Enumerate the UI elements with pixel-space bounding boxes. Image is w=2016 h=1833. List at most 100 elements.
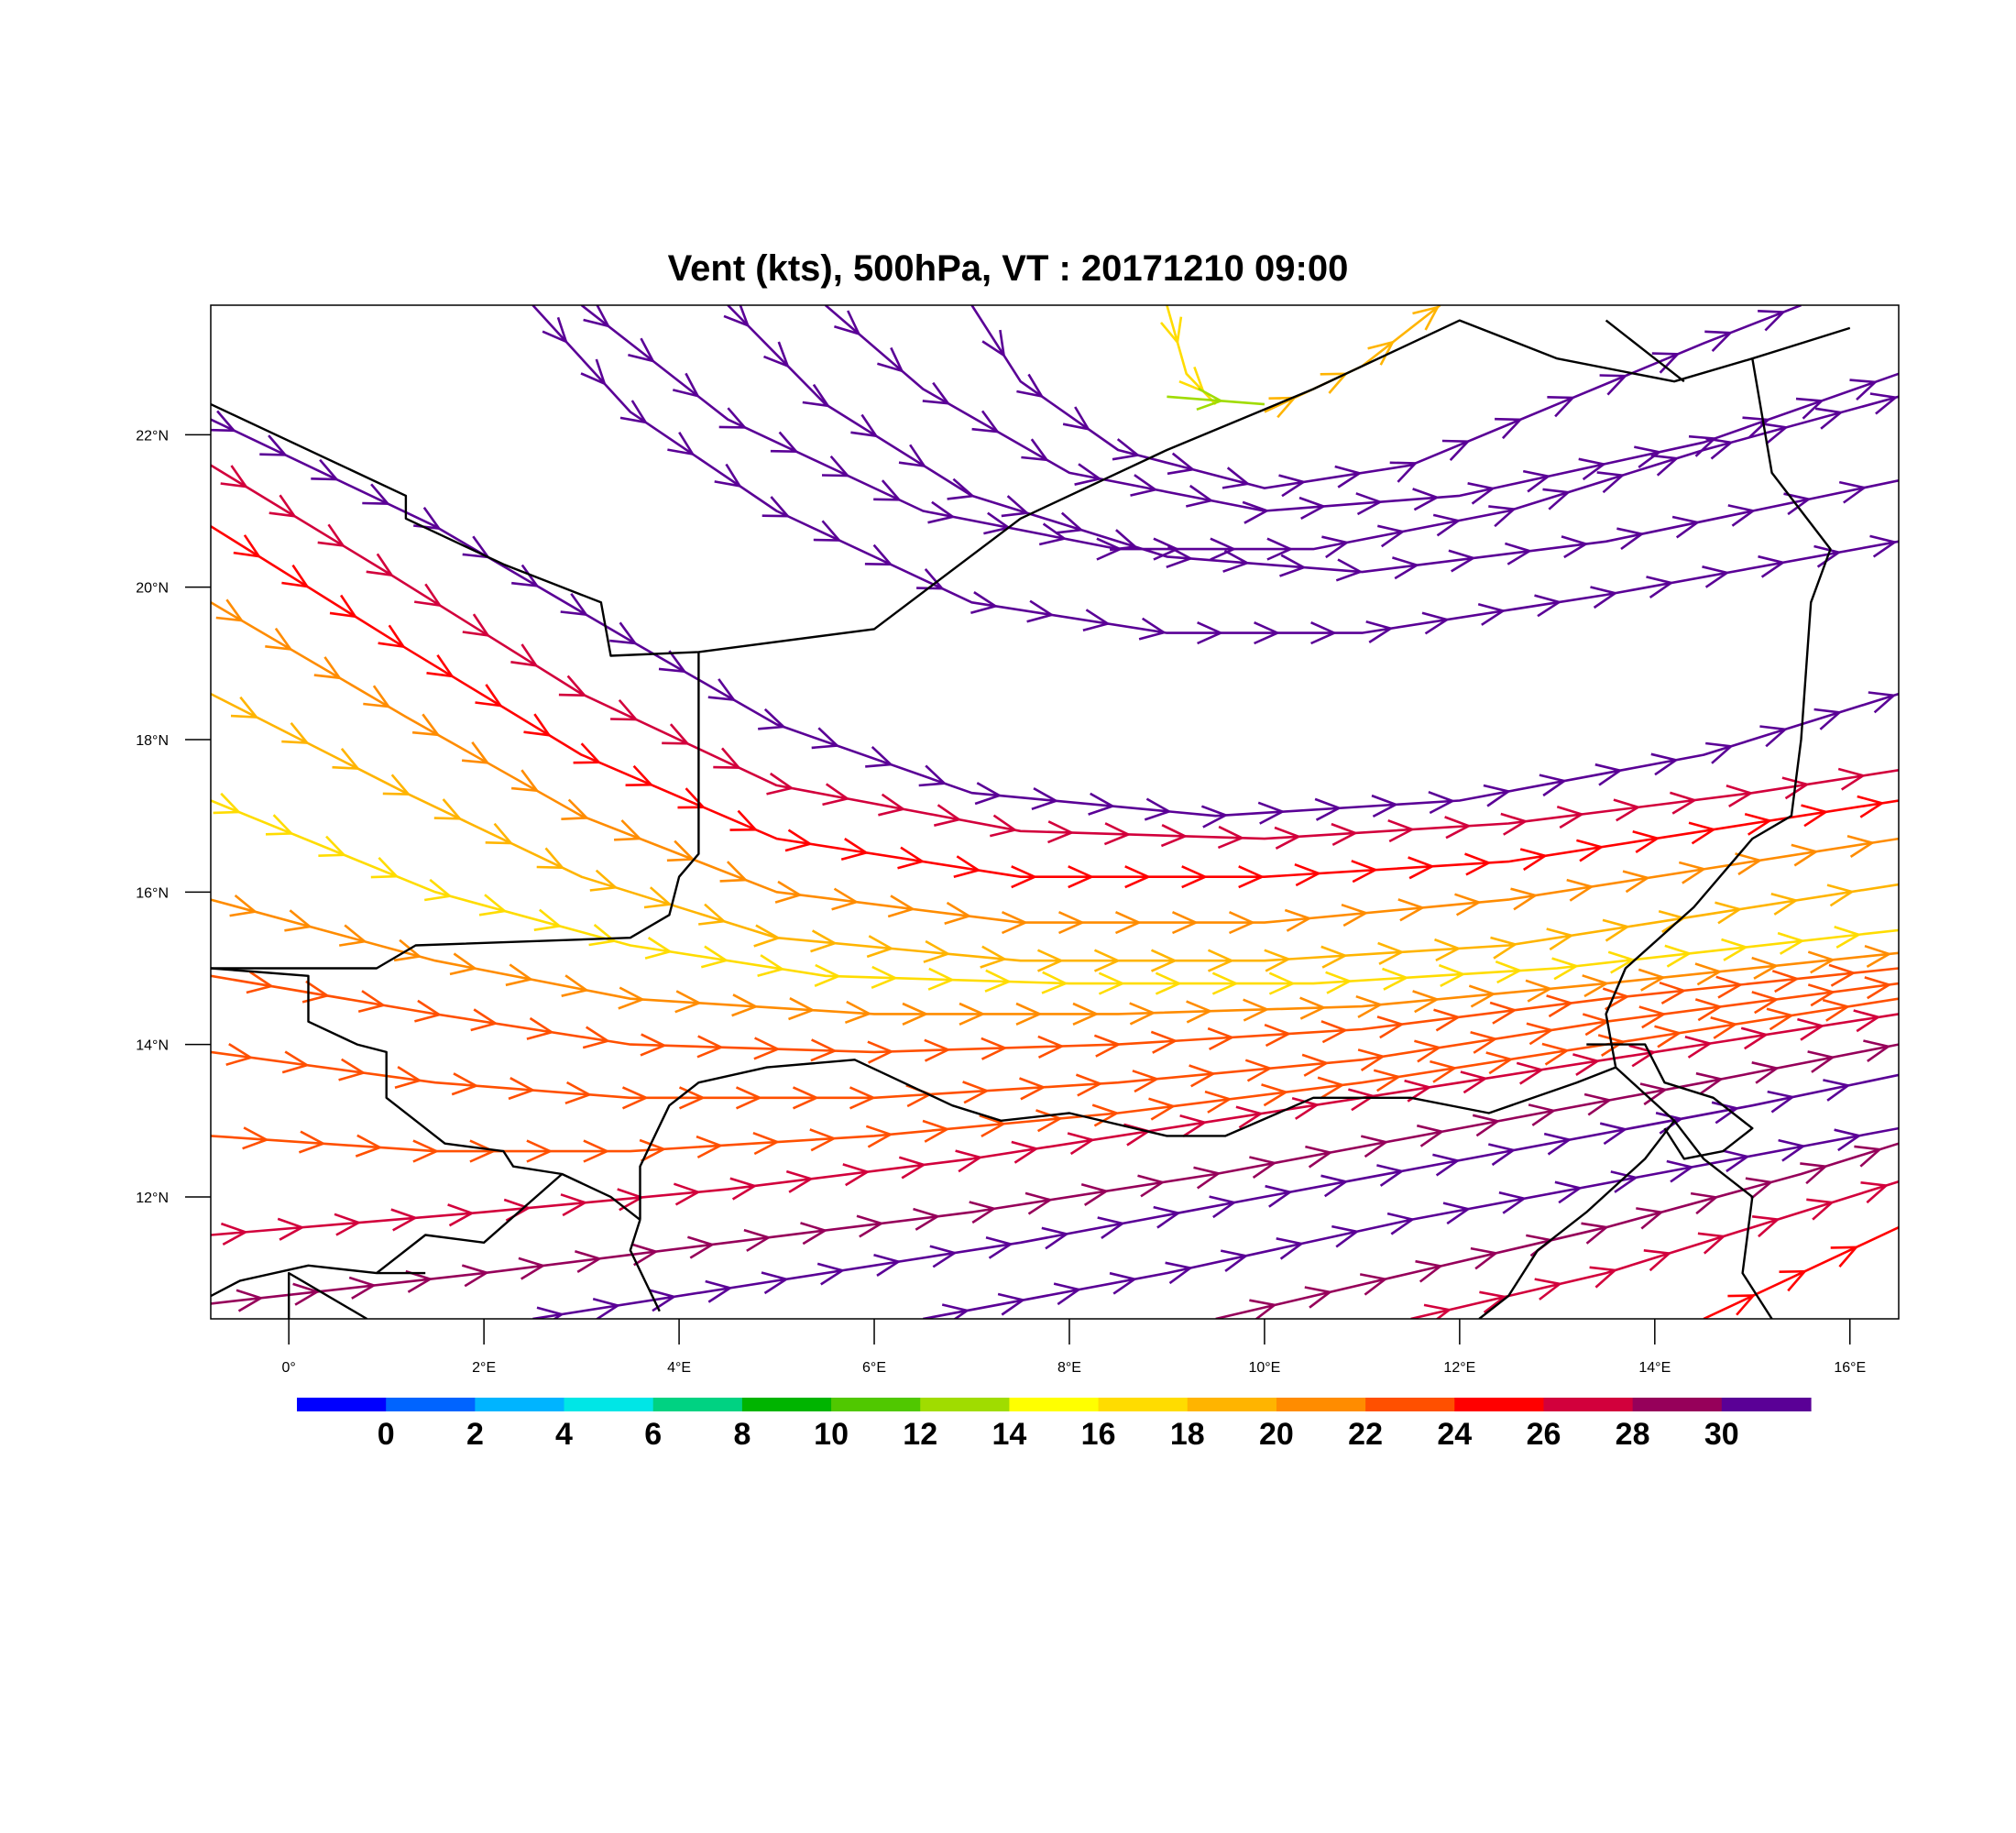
wind-arrow <box>1428 790 1456 815</box>
wind-arrow <box>575 1249 603 1274</box>
wind-arrow <box>953 855 981 879</box>
x-tick-label: 16°E <box>1834 1360 1866 1376</box>
wind-arrow <box>822 783 850 807</box>
streamline <box>580 305 1899 561</box>
wind-arrow <box>723 305 751 328</box>
wind-arrow <box>667 432 696 456</box>
wind-arrow <box>1766 1007 1795 1031</box>
streamline-path <box>532 1073 1899 1319</box>
wind-arrow <box>1646 576 1674 598</box>
streamline-path <box>580 305 1899 551</box>
wind-arrow <box>1186 484 1214 508</box>
wind-arrow <box>1442 1202 1472 1225</box>
wind-arrow <box>1826 884 1856 907</box>
colorbar-label: 28 <box>1616 1417 1650 1452</box>
wind-arrow <box>357 990 387 1013</box>
wind-arrow <box>414 583 443 608</box>
wind-arrow <box>1304 1286 1333 1309</box>
wind-arrow <box>1561 535 1589 559</box>
wind-arrow <box>1082 609 1112 632</box>
wind-arrow <box>761 496 791 518</box>
wind-arrow <box>873 479 903 501</box>
streamline <box>211 894 1899 1026</box>
wind-arrow <box>1485 1051 1514 1075</box>
wind-arrow <box>774 880 804 904</box>
x-tick-label: 8°E <box>1057 1360 1081 1376</box>
wind-arrow <box>677 787 707 809</box>
wind-arrow <box>370 857 400 879</box>
wind-arrow <box>1528 1103 1557 1126</box>
wind-arrow <box>1197 621 1224 645</box>
wind-arrow <box>628 337 656 363</box>
wind-arrow <box>959 1002 986 1026</box>
wind-arrow <box>1526 1022 1555 1046</box>
wind-arrow <box>714 463 742 488</box>
wind-arrow <box>1150 1030 1178 1054</box>
wind-arrow <box>284 909 313 932</box>
wind-arrow <box>589 869 619 892</box>
plot-frame <box>210 304 1900 1320</box>
border-lake-chad-shore <box>1586 1043 1754 1160</box>
wind-arrow <box>1721 938 1749 961</box>
wind-arrow <box>533 908 563 931</box>
wind-arrow <box>1264 1023 1292 1048</box>
wind-arrow <box>1632 830 1660 853</box>
wind-arrow <box>1160 316 1183 346</box>
wind-arrow <box>1543 1132 1572 1156</box>
wind-arrow <box>561 798 590 820</box>
wind-arrow <box>1053 1282 1082 1306</box>
wind-arrow <box>1864 944 1892 969</box>
wind-arrow <box>1412 488 1441 511</box>
wind-arrow <box>1863 1039 1891 1062</box>
wind-arrow <box>1404 1079 1432 1103</box>
wind-arrow <box>1602 918 1631 942</box>
wind-arrow <box>1554 1180 1583 1204</box>
wind-arrow <box>449 952 478 976</box>
wind-arrow <box>1806 1198 1835 1221</box>
wind-arrow <box>813 520 842 542</box>
streamline <box>211 525 1899 889</box>
wind-arrow <box>1276 1237 1305 1260</box>
wind-arrow <box>1320 945 1349 969</box>
wind-arrow <box>617 1188 645 1212</box>
wind-arrow <box>1578 457 1607 481</box>
wind-arrow <box>1138 617 1167 641</box>
wind-arrow <box>913 1207 941 1231</box>
wind-arrow <box>1041 971 1069 994</box>
wind-arrow <box>1590 586 1618 609</box>
wind-arrow <box>1800 1162 1829 1185</box>
wind-arrow <box>478 894 508 916</box>
wind-arrow <box>941 1303 970 1319</box>
streamline-path <box>211 799 1899 985</box>
wind-arrow <box>582 1026 611 1049</box>
wind-arrow <box>1695 1071 1725 1095</box>
wind-arrow <box>922 1119 950 1143</box>
wind-arrow <box>997 1292 1026 1316</box>
wind-arrow <box>1430 1059 1458 1083</box>
colorbar-swatch <box>564 1398 654 1411</box>
wind-arrow <box>619 400 649 424</box>
colorbar-swatch <box>1543 1398 1634 1411</box>
wind-arrow <box>1026 599 1055 623</box>
wind-arrow <box>332 747 361 771</box>
y-tick-label: 22°N <box>136 428 169 444</box>
wind-arrow <box>1638 1005 1667 1029</box>
wind-arrow <box>918 764 948 787</box>
wind-arrow <box>831 887 860 911</box>
wind-arrow <box>1268 971 1297 995</box>
wind-arrow <box>1751 991 1780 1015</box>
wind-arrow <box>969 1201 997 1224</box>
wind-arrow <box>1021 438 1050 462</box>
wind-arrow <box>1325 971 1353 994</box>
wind-arrow <box>536 847 565 870</box>
wind-arrow <box>1745 1177 1774 1200</box>
wind-arrow <box>1035 1109 1064 1133</box>
wind-arrow <box>338 1058 367 1081</box>
wind-arrow <box>424 878 453 902</box>
streamline <box>970 305 1802 498</box>
wind-arrow <box>1365 620 1394 643</box>
wind-arrow <box>1320 1174 1349 1198</box>
wind-arrow <box>1360 1135 1389 1158</box>
wind-arrow <box>1416 1124 1445 1147</box>
wind-arrow <box>1566 878 1594 902</box>
